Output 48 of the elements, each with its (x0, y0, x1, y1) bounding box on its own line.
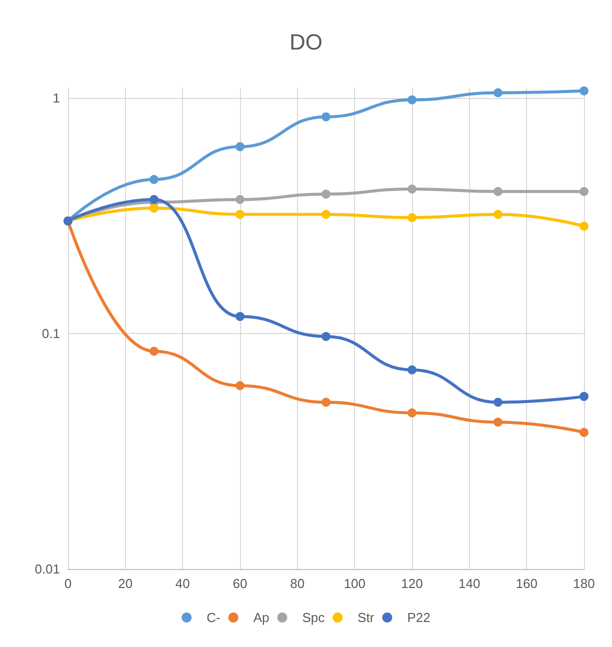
x-tick-label: 40 (175, 576, 190, 591)
point (494, 398, 502, 407)
chart-title: DO (290, 30, 322, 54)
point (494, 210, 502, 219)
point (580, 86, 588, 96)
x-tick-label: 180 (573, 576, 595, 591)
x-tick-label: 100 (344, 576, 366, 591)
point (580, 187, 588, 196)
x-tick-label: 0 (64, 576, 72, 591)
point (150, 194, 158, 204)
point (150, 204, 158, 213)
x-tick-label: 80 (290, 576, 305, 591)
point (150, 174, 158, 184)
point (408, 365, 416, 374)
legend-label: C- (206, 610, 220, 625)
point (150, 346, 158, 356)
x-tick-label: 120 (401, 576, 423, 591)
point (322, 332, 330, 341)
point (580, 392, 588, 401)
point (322, 210, 330, 219)
point (580, 222, 588, 231)
point (408, 408, 416, 418)
point (236, 312, 244, 321)
x-tick-label: 140 (458, 576, 480, 591)
point (236, 381, 244, 390)
point (236, 142, 244, 152)
point (580, 428, 588, 437)
legend-label: P22 (407, 610, 430, 625)
point (236, 210, 244, 219)
point (408, 184, 416, 194)
point (494, 88, 502, 98)
y-tick-label: 1 (52, 90, 60, 106)
point (236, 194, 244, 204)
point (408, 95, 416, 104)
point (322, 190, 330, 199)
y-tick-label: 0.01 (34, 562, 60, 576)
x-tick-label: 20 (118, 576, 133, 591)
y-tick-label: 0.1 (42, 326, 60, 341)
point (494, 187, 502, 196)
legend-label: Str (358, 610, 375, 625)
x-tick-label: 160 (516, 576, 538, 591)
point (322, 112, 330, 122)
point (322, 398, 330, 407)
legend-label: Spc (302, 610, 326, 625)
legend-label: Ap (253, 610, 270, 625)
x-tick-label: 60 (232, 576, 248, 591)
point (494, 418, 502, 427)
point (408, 213, 416, 222)
